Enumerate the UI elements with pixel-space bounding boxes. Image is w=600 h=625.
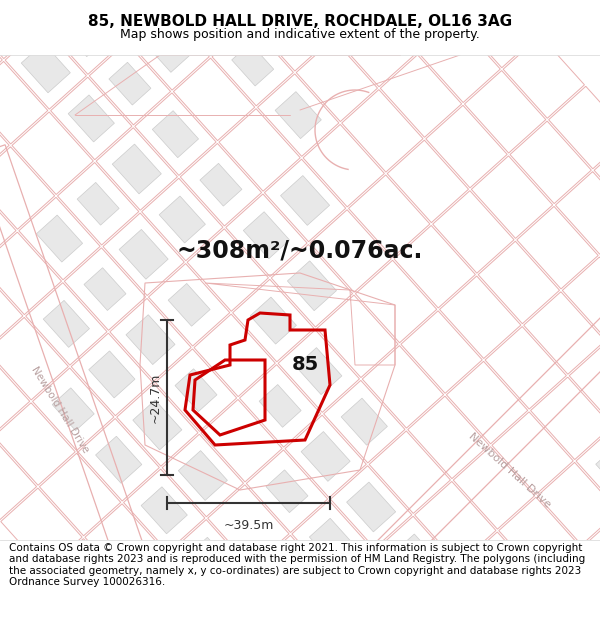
Polygon shape xyxy=(200,163,242,206)
Text: Newbold Hall Drive: Newbold Hall Drive xyxy=(29,365,91,455)
Polygon shape xyxy=(287,261,337,311)
Polygon shape xyxy=(310,518,356,565)
Polygon shape xyxy=(119,229,168,279)
Polygon shape xyxy=(275,92,322,139)
Polygon shape xyxy=(21,43,70,92)
Text: ~308m²/~0.076ac.: ~308m²/~0.076ac. xyxy=(177,238,423,262)
Polygon shape xyxy=(268,6,314,53)
Polygon shape xyxy=(95,436,142,483)
Polygon shape xyxy=(296,348,342,394)
Polygon shape xyxy=(244,212,290,259)
Text: Map shows position and indicative extent of the property.: Map shows position and indicative extent… xyxy=(120,28,480,41)
Polygon shape xyxy=(266,470,308,512)
Polygon shape xyxy=(259,384,301,428)
Polygon shape xyxy=(145,26,191,72)
Polygon shape xyxy=(168,284,210,326)
Polygon shape xyxy=(77,182,119,225)
Polygon shape xyxy=(273,555,315,598)
Polygon shape xyxy=(0,0,25,42)
Polygon shape xyxy=(341,398,388,445)
Polygon shape xyxy=(159,196,205,243)
Polygon shape xyxy=(84,268,126,311)
Polygon shape xyxy=(596,448,600,490)
Text: ~24.7m: ~24.7m xyxy=(149,372,161,423)
Polygon shape xyxy=(52,388,94,431)
Polygon shape xyxy=(141,487,187,534)
Text: Newbold Hall Drive: Newbold Hall Drive xyxy=(467,431,553,509)
Polygon shape xyxy=(112,144,161,194)
Polygon shape xyxy=(89,351,135,398)
Polygon shape xyxy=(178,451,227,501)
Polygon shape xyxy=(61,9,107,57)
Polygon shape xyxy=(281,176,329,226)
Polygon shape xyxy=(109,62,151,105)
Text: 85: 85 xyxy=(292,356,319,374)
Polygon shape xyxy=(187,538,233,584)
Polygon shape xyxy=(250,297,296,344)
Text: Contains OS data © Crown copyright and database right 2021. This information is : Contains OS data © Crown copyright and d… xyxy=(9,542,585,588)
Polygon shape xyxy=(43,301,89,348)
Polygon shape xyxy=(152,111,199,158)
Polygon shape xyxy=(37,215,83,262)
Polygon shape xyxy=(126,315,175,364)
Polygon shape xyxy=(301,431,350,481)
Polygon shape xyxy=(394,534,440,581)
Polygon shape xyxy=(133,400,182,450)
Polygon shape xyxy=(347,482,395,532)
Text: 85, NEWBOLD HALL DRIVE, ROCHDALE, OL16 3AG: 85, NEWBOLD HALL DRIVE, ROCHDALE, OL16 3… xyxy=(88,14,512,29)
Polygon shape xyxy=(232,43,274,86)
Text: ~39.5m: ~39.5m xyxy=(223,519,274,532)
Polygon shape xyxy=(175,369,217,411)
Polygon shape xyxy=(68,95,115,142)
